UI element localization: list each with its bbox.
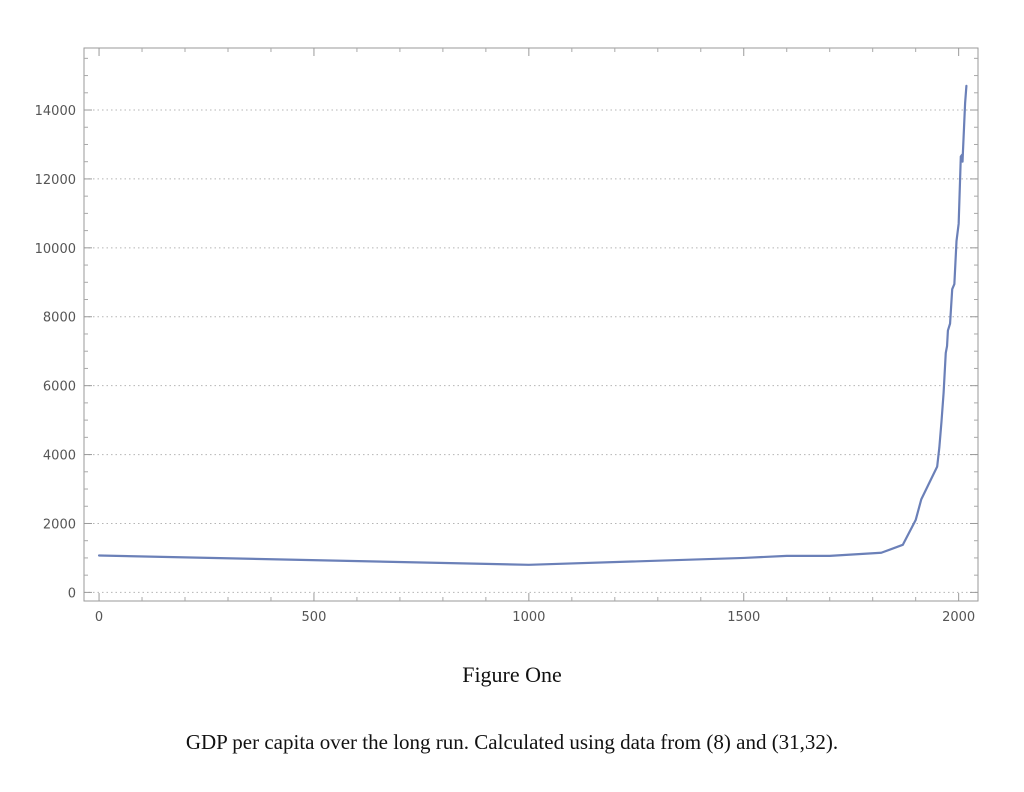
series-layer (97, 84, 968, 566)
gridlines (84, 109, 978, 593)
gdp-line-chart: 0 2000 4000 6000 8000 10000 12000 14000 0 500 1000… (35, 47, 979, 625)
series-line-0 (97, 84, 968, 566)
y-tick-label: 14000 (35, 104, 76, 119)
y-tick-label: 6000 (43, 380, 76, 395)
x-tick-label: 1000 (512, 610, 545, 625)
plot-frame (83, 47, 979, 602)
x-tick-label: 1500 (727, 610, 760, 625)
y-tick-label: 12000 (35, 173, 76, 188)
x-tick-label: 500 (302, 610, 327, 625)
y-tick-label: 10000 (35, 242, 76, 257)
x-tick-label: 0 (95, 610, 103, 625)
x-tick-label: 2000 (942, 610, 975, 625)
figure-caption: GDP per capita over the long run. Calcul… (185, 730, 839, 754)
y-tick-label: 8000 (43, 311, 76, 326)
y-tick-label: 4000 (43, 449, 76, 464)
y-tick-label: 0 (68, 586, 76, 601)
tick-labels: 0 2000 4000 6000 8000 10000 12000 14000 0 500 1000… (35, 104, 976, 625)
figure-title: Figure One (462, 662, 562, 687)
axis-ticks (84, 48, 978, 601)
y-tick-label: 2000 (43, 517, 76, 532)
